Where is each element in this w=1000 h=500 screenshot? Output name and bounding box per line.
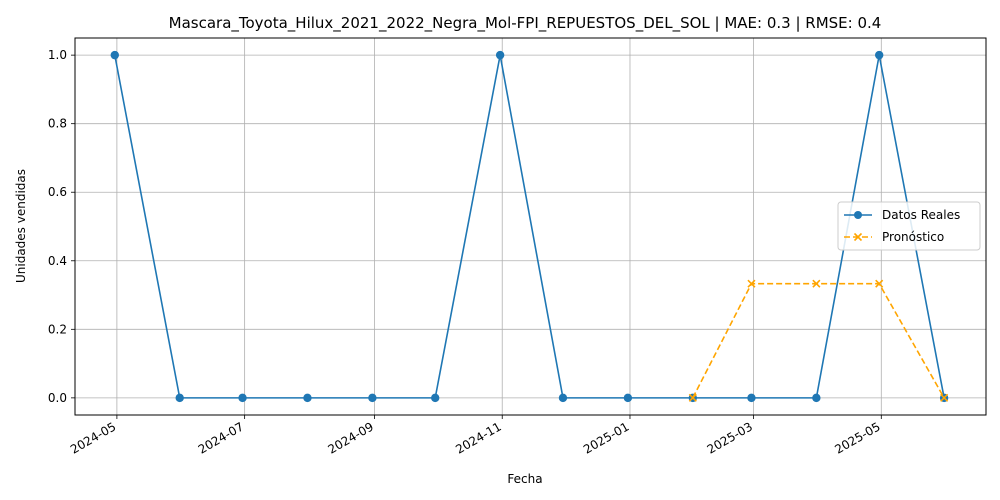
actual-data-point bbox=[303, 393, 312, 403]
actual-series-line bbox=[114, 54, 945, 399]
actual-data-point bbox=[558, 393, 568, 403]
legend: Datos Reales Pronóstico bbox=[837, 201, 981, 251]
forecast-data-point bbox=[940, 393, 949, 402]
legend-actual-label: Datos Reales bbox=[882, 208, 960, 222]
plot-area-frame bbox=[74, 37, 987, 416]
actual-data-point bbox=[368, 393, 377, 403]
forecast-data-point bbox=[812, 279, 821, 288]
forecast-data-point bbox=[875, 279, 884, 288]
series-layer bbox=[110, 50, 949, 403]
y-tick-label: 0.4 bbox=[48, 254, 67, 268]
x-tick-label: 2024-07 bbox=[196, 419, 246, 456]
y-tick-label: 1.0 bbox=[48, 48, 67, 62]
legend-box bbox=[837, 201, 981, 251]
legend-actual-marker bbox=[854, 211, 862, 219]
actual-data-point bbox=[110, 50, 119, 60]
x-tick-label: 2024-05 bbox=[68, 419, 118, 456]
axis-ticks: 2024-05 2024-07 2024-09 2024-11 2025-01 2025-… bbox=[48, 48, 883, 457]
forecast-data-point bbox=[688, 393, 697, 402]
chart-title: Mascara_Toyota_Hilux_2021_2022_Negra_Mol… bbox=[169, 14, 882, 33]
actual-data-point bbox=[623, 393, 633, 403]
x-axis-label: Fecha bbox=[507, 472, 542, 486]
x-tick-label: 2024-09 bbox=[326, 419, 376, 456]
actual-data-point bbox=[431, 393, 440, 403]
y-tick-label: 0.0 bbox=[48, 391, 67, 405]
actual-data-point bbox=[238, 393, 247, 403]
x-tick-label: 2025-03 bbox=[705, 419, 755, 456]
actual-data-point bbox=[747, 393, 756, 403]
y-tick-label: 0.6 bbox=[48, 185, 67, 199]
y-axis-label: Unidades vendidas bbox=[14, 169, 28, 283]
legend-forecast-label: Pronóstico bbox=[882, 230, 944, 244]
x-tick-label: 2025-01 bbox=[581, 419, 631, 456]
y-tick-label: 0.2 bbox=[48, 322, 67, 336]
legend-forecast-marker bbox=[853, 232, 863, 242]
actual-data-point bbox=[812, 393, 821, 403]
actual-data-point bbox=[495, 50, 505, 60]
forecast-series-line bbox=[692, 282, 945, 399]
x-tick-label: 2024-11 bbox=[453, 419, 503, 456]
grid-lines bbox=[75, 38, 986, 415]
y-tick-label: 0.8 bbox=[48, 117, 67, 131]
actual-data-point bbox=[874, 50, 884, 60]
actual-data-point bbox=[175, 393, 184, 403]
forecast-data-point bbox=[747, 279, 756, 288]
x-tick-label: 2025-05 bbox=[832, 419, 882, 456]
